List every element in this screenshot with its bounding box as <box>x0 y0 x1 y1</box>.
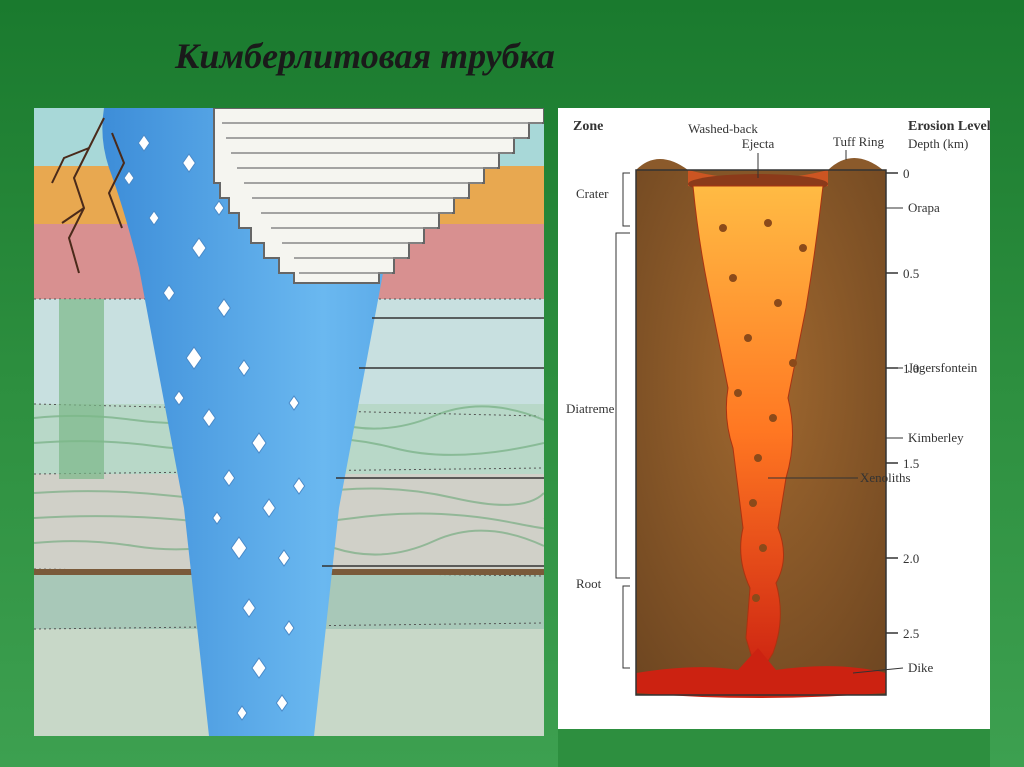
zone-label: Diatreme <box>566 401 615 416</box>
depth-header: Depth (km) <box>908 136 968 151</box>
ejecta-label: Ejecta <box>742 136 775 151</box>
left-diagram <box>34 108 544 736</box>
erosion-label: Orapa <box>908 200 940 215</box>
depth-tick-label: 1.5 <box>903 456 919 471</box>
erosion-header: Erosion Level <box>908 119 990 134</box>
erosion-label: Jagersfontein <box>908 360 978 375</box>
washed-back-label: Washed-back <box>688 121 758 136</box>
page-title: Кимберлитовая трубка <box>175 35 555 77</box>
erosion-label: Dike <box>908 660 934 675</box>
depth-tick-label: 0.5 <box>903 266 919 281</box>
zone-label: Crater <box>576 186 609 201</box>
zone-label: Root <box>576 576 602 591</box>
tuff-ring-label: Tuff Ring <box>833 134 884 149</box>
erosion-label: Kimberley <box>908 430 964 445</box>
zone-header: Zone <box>573 119 603 134</box>
depth-tick-label: 2.0 <box>903 551 919 566</box>
depth-tick-label: 2.5 <box>903 626 919 641</box>
bottom-strip <box>558 729 990 767</box>
depth-tick-label: 0 <box>903 166 910 181</box>
right-diagram: Zone Erosion Level Depth (km) Washed-bac… <box>558 108 990 736</box>
xenoliths-label: Xenoliths <box>860 470 911 485</box>
